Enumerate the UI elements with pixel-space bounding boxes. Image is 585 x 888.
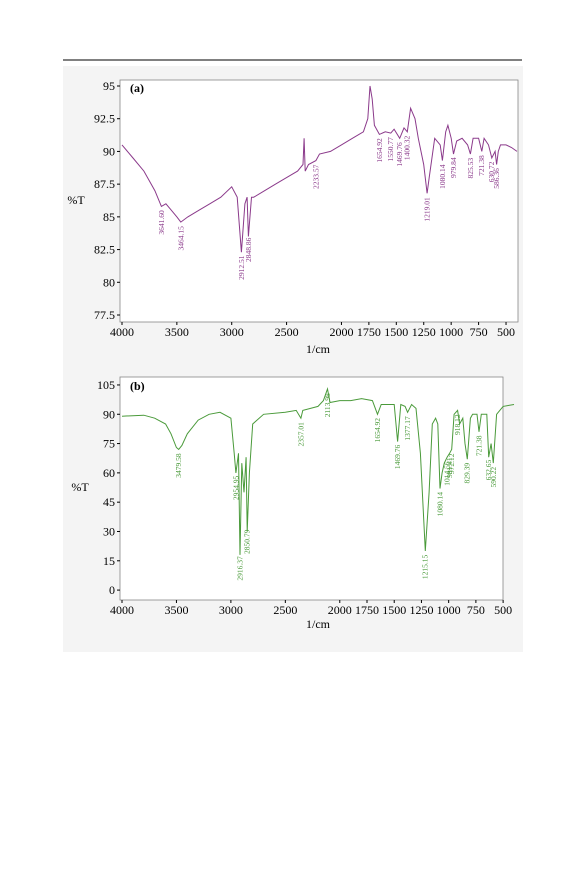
peak-label: 1654.92 [373,418,382,443]
spectrum-line [121,386,515,555]
peak-label: 979.84 [449,157,458,178]
plot-frame [119,376,504,601]
y-tick-label: 90 [103,144,115,158]
peak-label: 630.72 [487,161,496,182]
peak-label: 918.12 [453,414,462,435]
x-tick-label: 2500 [273,603,297,617]
x-tick-label: 1000 [439,325,463,339]
y-tick-label: 80 [103,275,115,289]
peak-label: 1550.77 [386,137,395,162]
peak-label: 1654.92 [375,138,384,163]
peak-label: 3464.15 [176,226,185,251]
x-tick-label: 2000 [329,325,353,339]
x-axis-label: 1/cm [306,617,331,631]
peak-label: 2912.51 [237,255,246,280]
x-tick-label: 750 [470,325,488,339]
peak-label: 1219.01 [423,197,432,222]
peak-label: 1014.56 [443,461,452,486]
x-tick-label: 4000 [110,603,134,617]
y-tick-label: 30 [103,524,115,538]
y-tick-label: 95 [103,79,115,93]
x-axis-label: 1/cm [306,342,331,356]
peak-label: 3641.60 [157,210,166,235]
x-tick-label: 3500 [165,325,189,339]
x-tick-label: 3500 [164,603,188,617]
y-tick-label: 85 [103,210,115,224]
peak-label: 590.22 [489,467,498,488]
peak-label: 1080.14 [438,164,447,189]
y-tick-label: 105 [97,378,115,392]
x-tick-label: 1750 [355,603,379,617]
y-tick-label: 75 [103,437,115,451]
x-tick-label: 1500 [382,603,406,617]
peak-label: 1469.76 [393,444,402,469]
peak-label: 825.53 [466,158,475,179]
y-tick-label: 92.5 [94,112,115,126]
peak-label: 1400.32 [403,136,412,161]
peak-label: 3479.58 [174,453,183,478]
y-tick-label: 15 [103,554,115,568]
peak-label: 991.41 [445,457,454,478]
peak-label: 586.36 [492,168,501,189]
x-tick-label: 750 [467,603,485,617]
x-tick-label: 4000 [110,325,134,339]
peak-label: 632.65 [484,459,493,480]
y-tick-label: 60 [103,466,115,480]
x-tick-label: 500 [494,603,512,617]
panel-label: (b) [130,379,145,393]
peak-label: 2848.86 [244,237,253,262]
y-tick-label: 82.5 [94,243,115,257]
y-tick-label: 45 [103,495,115,509]
peak-label: 1080.14 [435,492,444,517]
y-tick-label: 87.5 [94,177,115,191]
x-tick-label: 2500 [275,325,299,339]
peak-label: 2357.01 [296,422,305,447]
x-tick-label: 1000 [437,603,461,617]
y-axis-label: %T [67,193,85,207]
x-tick-label: 3000 [220,325,244,339]
panel-label: (a) [130,81,144,95]
x-tick-label: 3000 [219,603,243,617]
peak-label: 721.38 [475,435,484,456]
peak-label: 829.39 [463,463,472,484]
x-tick-label: 1250 [412,325,436,339]
y-tick-label: 90 [103,407,115,421]
peak-label: 2113.98 [323,393,332,417]
plot-frame [119,79,519,323]
peak-label: 2850.79 [243,529,252,554]
spectrum-line [121,85,518,253]
y-tick-label: 77.5 [94,308,115,322]
x-tick-label: 1500 [384,325,408,339]
x-tick-label: 500 [497,325,515,339]
peak-label: 721.38 [477,155,486,176]
peak-label: 2233.57 [311,164,320,189]
peak-label: 1215.15 [421,554,430,579]
peak-label: 972.12 [447,453,456,474]
y-axis-label: %T [71,480,89,494]
peak-label: 2954.95 [231,475,240,500]
x-tick-label: 1750 [357,325,381,339]
x-tick-label: 1250 [409,603,433,617]
peak-label: 2916.37 [235,556,244,581]
y-tick-label: 0 [109,583,115,597]
peak-label: 1377.17 [403,416,412,441]
peak-label: 1469.76 [395,142,404,167]
x-tick-label: 2000 [328,603,352,617]
